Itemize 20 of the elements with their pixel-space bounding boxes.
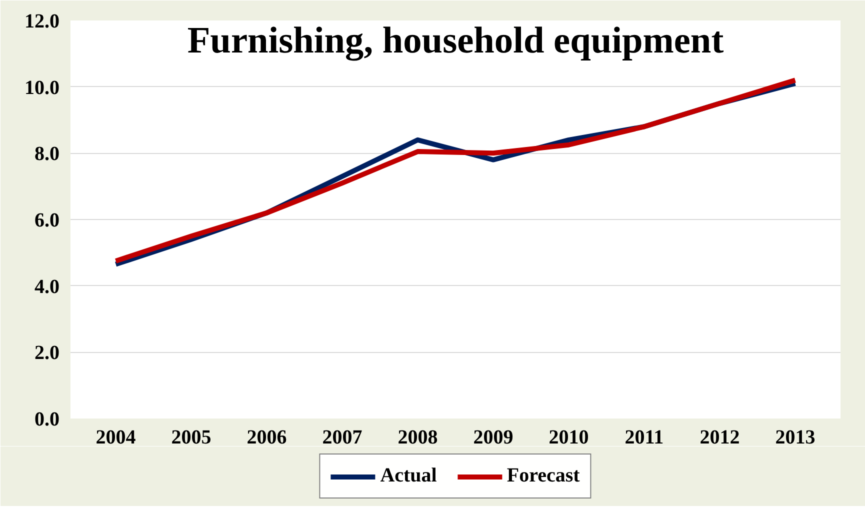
y-tick-label: 4.0 <box>34 276 60 298</box>
x-tick-label: 2011 <box>624 426 664 448</box>
x-tick-label: 2008 <box>398 426 438 448</box>
x-tick-label: 2006 <box>246 426 287 448</box>
x-tick-label: 2007 <box>322 426 362 448</box>
y-tick-label: 6.0 <box>34 210 60 232</box>
y-tick-label: 10.0 <box>24 76 60 99</box>
x-tick-label: 2010 <box>548 426 589 448</box>
x-tick-label: 2005 <box>171 426 212 448</box>
chart-title: Furnishing, household equipment <box>187 20 724 62</box>
x-tick-label: 2004 <box>96 426 136 448</box>
x-tick-label: 2012 <box>700 426 740 448</box>
x-tick-label: 2009 <box>473 426 514 448</box>
legend-label: Forecast <box>506 464 580 488</box>
y-tick-label: 8.0 <box>34 143 60 166</box>
y-tick-label: 0.0 <box>34 408 60 430</box>
x-tick-label: 2013 <box>775 426 816 448</box>
y-tick-label: 2.0 <box>34 342 60 364</box>
y-tick-label: 12.0 <box>24 10 60 32</box>
legend-label: Actual <box>380 464 437 488</box>
